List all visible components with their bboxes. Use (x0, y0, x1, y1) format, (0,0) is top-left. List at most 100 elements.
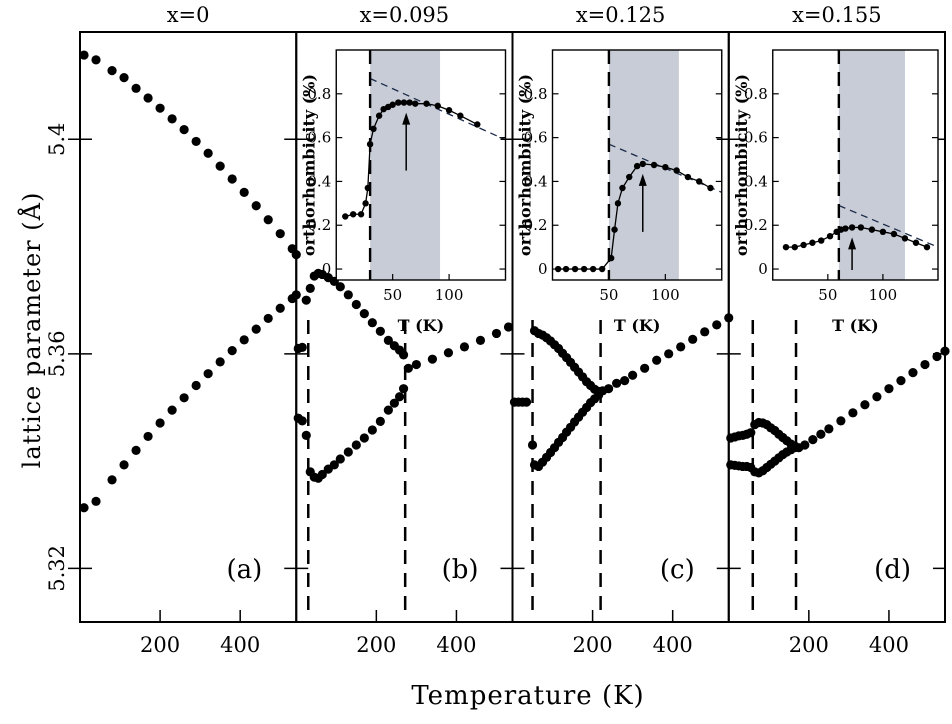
panel-b-point (503, 322, 514, 332)
panel-c-point (652, 355, 662, 365)
panel-b-point (375, 326, 385, 336)
panel-d-inset-shaded-region (838, 50, 905, 280)
panel-d-point (920, 359, 930, 370)
panel-b-point (301, 295, 311, 305)
panel-b-xtick-label: 400 (436, 633, 476, 657)
panel-b-point (475, 335, 486, 346)
panel-c-point (620, 376, 630, 386)
panel-d-inset-point (791, 243, 798, 251)
panel-c-inset-point (611, 226, 618, 233)
panel-d-point (908, 367, 918, 378)
panel-b-point (367, 318, 377, 328)
panel-a-title: x=0 (167, 3, 210, 27)
panel-a-point (131, 83, 141, 93)
panel-b-point (375, 416, 385, 426)
panel-d-point (746, 428, 756, 438)
panel-d-inset-xtick-label: 50 (818, 286, 837, 304)
panel-d-inset-point (826, 232, 834, 240)
panel-a-ytick-label: 5.36 (45, 330, 69, 377)
panel-d-inset-point (848, 224, 856, 231)
panel-b-point (297, 416, 307, 426)
panel-a-label: (a) (226, 555, 262, 585)
panel-b-inset-point (357, 211, 365, 218)
panel-b-point (411, 359, 421, 370)
panel-a-point (167, 114, 177, 124)
panel-b-point (351, 440, 361, 450)
panel-d-inset-point (782, 243, 790, 251)
panel-a-point (191, 136, 201, 147)
panel-a-point (239, 335, 249, 345)
panel-b-inset-point (434, 102, 441, 110)
panel-a-point (215, 357, 225, 367)
panel-d-inset-ytick-label: 0.8 (744, 85, 768, 103)
panel-c-point (521, 397, 532, 407)
panel-b-inset-xtick-label: 50 (383, 286, 402, 304)
panel-a-ytick-label: 5.4 (45, 123, 69, 156)
panel-a-point (203, 369, 213, 379)
panel-a-point (251, 201, 261, 211)
panel-a-point (227, 346, 237, 356)
panel-d-xtick-label: 200 (789, 633, 829, 657)
panel-b-point (367, 425, 377, 435)
panel-a-point (275, 303, 285, 313)
panel-d-xtick-label: 400 (869, 633, 909, 657)
panel-b-point (317, 469, 327, 480)
y-axis-label: lattice parameter (Å) (17, 192, 46, 469)
panel-d-label: (d) (874, 555, 911, 585)
panel-d-inset-ytick-label: 0.2 (744, 216, 768, 234)
panel-b-inset-ytick-label: 0.6 (307, 129, 331, 147)
panel-c-inset-point (626, 173, 633, 181)
panel-c-inset-point (633, 162, 641, 170)
panel-c-inset-point (707, 184, 714, 192)
panel-b-point (351, 299, 361, 310)
panel-a-point (179, 125, 189, 135)
panel-a-point (131, 445, 141, 455)
panel-d-point (816, 429, 826, 439)
panel-d-inset-point (901, 235, 909, 242)
panel-a-point (251, 324, 261, 334)
panel-b-inset-ytick-label: 0.4 (307, 172, 331, 190)
panel-a-point (167, 405, 177, 415)
panel-c-inset-point (695, 178, 703, 185)
panel-a-point (79, 503, 89, 513)
panel-b-inset-fit-line (369, 77, 506, 141)
panel-b-point (383, 405, 393, 415)
panel-b-inset-ytick-label: 0 (322, 260, 332, 278)
panel-a-point (107, 475, 117, 485)
panel-c-xtick-label: 400 (653, 633, 693, 657)
panel-a-point (79, 50, 89, 60)
panel-c-inset-point (673, 167, 680, 174)
panel-c-inset-point (619, 184, 626, 192)
panel-c-inset-xlabel: T (K) (614, 316, 661, 335)
panel-a-point (91, 496, 101, 506)
panel-b-point (343, 447, 353, 457)
panel-b-title: x=0.095 (360, 3, 450, 27)
panel-c-point (604, 384, 614, 394)
panel-a-point (143, 431, 153, 442)
panel-b-xtick-label: 200 (356, 633, 396, 657)
panel-d-point (800, 440, 810, 450)
panel-a-point (263, 215, 273, 225)
panel-c-inset-point (554, 265, 562, 273)
panel-d-inset-point (868, 226, 876, 233)
panel-d-inset-point (818, 237, 825, 244)
panel-d-inset-ytick-label: 0.6 (744, 129, 768, 147)
panel-c-inset-ytick-label: 0 (538, 260, 548, 278)
panel-b-point (389, 398, 399, 408)
panel-a-point (203, 148, 213, 158)
panel-b-point (329, 460, 339, 470)
panel-d-inset-point (800, 241, 807, 249)
panel-c-point (612, 378, 622, 388)
panel-d-point (860, 400, 870, 410)
panel-d-inset-ylabel: orthorhombicity (%) (732, 74, 751, 256)
panel-c-inset-arrow-head (638, 173, 647, 186)
panel-b-inset-point (364, 184, 372, 192)
panel-a-point (91, 55, 101, 65)
panel-c-inset-frame (551, 49, 723, 281)
panel-c-inset-xtick-label: 50 (599, 286, 618, 304)
panel-b-inset-point (457, 112, 464, 119)
panel-b-point (398, 350, 409, 360)
panel-c-inset-point (598, 265, 606, 273)
panel-b-inset-shaded-region (370, 50, 441, 280)
